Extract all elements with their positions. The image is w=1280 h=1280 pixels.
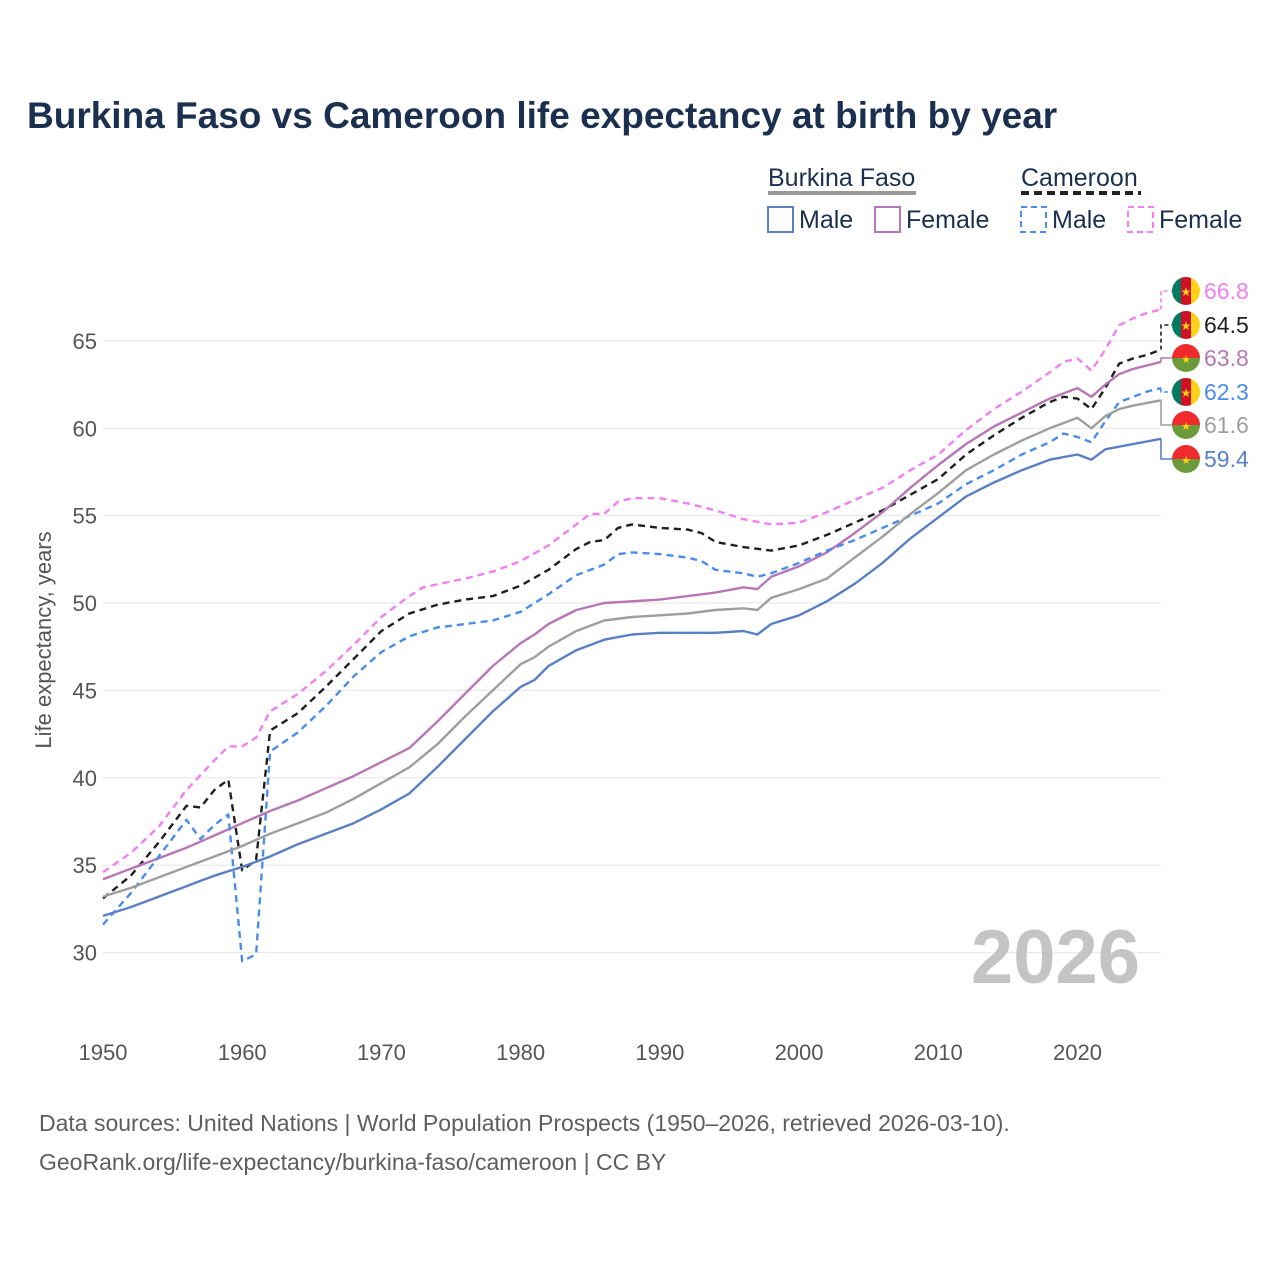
- end-label-value: 62.3: [1204, 379, 1249, 405]
- x-tick-label: 1950: [79, 1040, 128, 1065]
- y-tick-label: 50: [73, 591, 97, 616]
- series-lines: [102, 308, 1162, 963]
- x-tick-label: 1990: [635, 1040, 684, 1065]
- legend-swatch: [767, 206, 794, 233]
- svg-text:★: ★: [1181, 285, 1192, 299]
- x-tick-label: 2010: [914, 1040, 963, 1065]
- burkina-flag-icon: ★: [1172, 411, 1200, 439]
- source-line-1: Data sources: United Nations | World Pop…: [39, 1110, 1010, 1136]
- series-line-cameroon-female: [102, 308, 1162, 874]
- legend-item-label: Male: [1052, 206, 1106, 234]
- end-label-value: 59.4: [1204, 446, 1249, 472]
- y-tick-label: 40: [73, 766, 97, 791]
- svg-text:★: ★: [1181, 354, 1191, 366]
- x-tick-label: 2020: [1053, 1040, 1102, 1065]
- end-label-value: 63.8: [1204, 345, 1249, 371]
- series-line-cameroon-both: [102, 348, 1162, 900]
- svg-text:★: ★: [1181, 421, 1191, 433]
- y-tick-label: 60: [73, 416, 97, 441]
- cameroon-flag-icon: ★: [1172, 277, 1200, 305]
- grid: 30 35 40 45 50 55 60 65 1950 1960 1970 1980 1990 2000…: [73, 329, 1161, 1065]
- svg-text:★: ★: [1181, 386, 1192, 400]
- source-line-2: GeoRank.org/life-expectancy/burkina-faso…: [39, 1149, 666, 1175]
- x-tick-label: 1970: [357, 1040, 406, 1065]
- legend-item-label: Female: [1159, 206, 1242, 234]
- svg-text:★: ★: [1181, 319, 1192, 333]
- end-label-value: 61.6: [1204, 412, 1249, 438]
- y-tick-label: 35: [73, 853, 97, 878]
- legend-group-title: Burkina Faso: [768, 164, 915, 192]
- x-tick-label: 2000: [775, 1040, 824, 1065]
- series-line-cameroon-male: [102, 386, 1162, 963]
- y-tick-label: 65: [73, 329, 97, 354]
- x-tick-label: 1960: [218, 1040, 267, 1065]
- y-tick-label: 45: [73, 678, 97, 703]
- burkina-flag-icon: ★: [1172, 445, 1200, 473]
- legend-swatch: [874, 206, 901, 233]
- end-label-connector: [1160, 438, 1172, 460]
- year-watermark: 2026: [971, 915, 1140, 1000]
- legend: Burkina Faso Male Female Cameroon Male Female: [767, 164, 1242, 234]
- series-line-burkina-faso-male: [102, 437, 1162, 918]
- end-labels: ★ 66.8 ★ 64.5 ★ 63.8 ★ 62.3 ★ 61.6 ★ 59.4: [1160, 277, 1249, 473]
- end-label-value: 64.5: [1204, 312, 1249, 338]
- end-label-connector: [1160, 324, 1172, 350]
- y-tick-label: 30: [73, 941, 97, 966]
- legend-item-label: Female: [906, 206, 989, 234]
- end-label-connector: [1160, 290, 1172, 310]
- series-line-burkina-faso-female: [102, 360, 1162, 881]
- burkina-flag-icon: ★: [1172, 344, 1200, 372]
- end-label-connector: [1160, 388, 1172, 393]
- end-label-connector: [1160, 400, 1172, 426]
- end-label-value: 66.8: [1204, 278, 1249, 304]
- legend-swatch: [1127, 206, 1154, 233]
- cameroon-flag-icon: ★: [1172, 378, 1200, 406]
- y-tick-label: 55: [73, 504, 97, 529]
- end-label-connector: [1160, 357, 1172, 362]
- legend-item-label: Male: [799, 206, 853, 234]
- chart-title: Burkina Faso vs Cameroon life expectancy…: [27, 95, 1057, 136]
- cameroon-flag-icon: ★: [1172, 311, 1200, 339]
- series-line-burkina-faso-both: [102, 399, 1162, 898]
- x-tick-label: 1980: [496, 1040, 545, 1065]
- legend-swatch: [1020, 206, 1047, 233]
- legend-group-title: Cameroon: [1021, 164, 1138, 192]
- svg-text:★: ★: [1181, 455, 1191, 467]
- y-axis-label: Life expectancy, years: [31, 531, 56, 748]
